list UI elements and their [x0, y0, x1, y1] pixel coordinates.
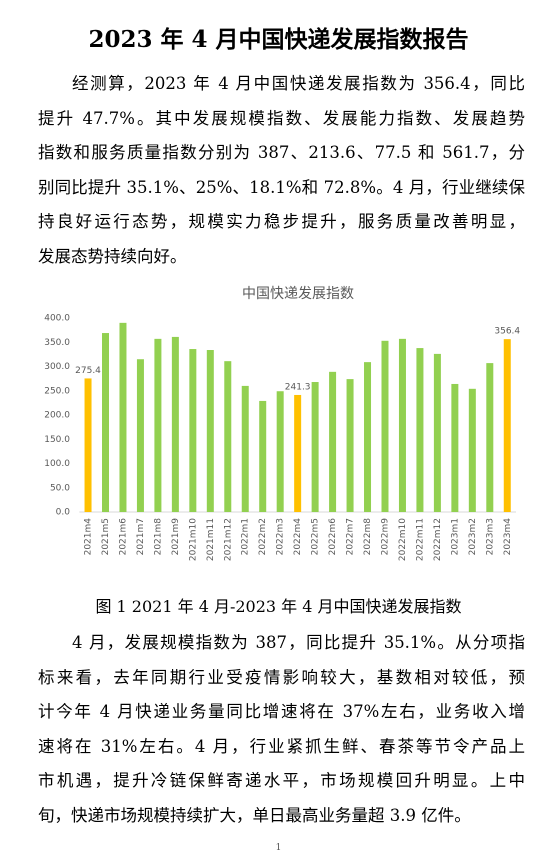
bar [433, 353, 441, 512]
bar [503, 339, 511, 512]
bar [329, 371, 337, 512]
bar [381, 340, 389, 512]
text-line: 提升 47.7%。其中发展规模指数、发展能力指数、发展趋势 [38, 108, 525, 128]
text-line: 计今年 4 月快递业务量同比增速将在 37%左右，业务收入增 [38, 702, 526, 722]
x-tick-label: 2022m1 [241, 518, 251, 555]
x-tick-label: 2022m8 [363, 518, 373, 556]
text-line: 别同比提升 35.1%、25%、18.1%和 72.8%。4 月，行业继续保 [38, 177, 525, 197]
y-tick-label: 100.0 [44, 459, 70, 469]
x-tick-label: 2022m2 [258, 518, 268, 555]
bar [189, 349, 197, 512]
text-line: 4 月，发展规模指数为 387，同比提升 35.1%。从分项指 [72, 633, 525, 652]
text-line: 旬，快递市场规模持续扩大，单日最高业务量超 3.9 亿件。 [38, 806, 471, 825]
x-tick-label: 2021m7 [136, 518, 146, 555]
y-tick-label: 0.0 [56, 508, 71, 518]
bar [241, 385, 249, 512]
y-tick-label: 400.0 [44, 314, 70, 324]
x-tick-label: 2023m1 [450, 518, 460, 555]
bar [171, 336, 179, 512]
x-tick-label: 2022m9 [380, 518, 390, 556]
data-label: 275.4 [75, 366, 101, 376]
text-line: 发展态势持续向好。 [38, 247, 187, 266]
bar [294, 394, 302, 512]
x-tick-label: 2022m10 [398, 518, 408, 561]
x-tick-label: 2021m11 [206, 518, 216, 561]
bar [136, 359, 144, 512]
x-tick-label: 2022m6 [328, 518, 338, 556]
x-tick-label: 2023m2 [468, 518, 478, 555]
x-tick-label: 2022m7 [346, 518, 356, 555]
bar [84, 378, 92, 512]
caption: 图 1 2021 年 4 月-2023 年 4 月中国快递发展指数 [95, 597, 462, 616]
text-line: 标来看，去年同期行业受疫情影响较大，基数相对较低，预 [38, 667, 525, 687]
bar [224, 361, 232, 512]
page-number: 1 [275, 843, 282, 853]
bar [154, 338, 162, 512]
bar [468, 388, 476, 512]
bar [311, 382, 319, 512]
x-tick-label: 2022m3 [276, 518, 286, 555]
y-tick-label: 350.0 [44, 338, 70, 348]
bar [276, 391, 284, 512]
y-tick-label: 150.0 [44, 435, 70, 445]
chart: 中国快递发展指数 0.0 50.0 100.0 150.0 200.0 250.0 300.… [44, 286, 520, 561]
doc-title: 2023 年 4 月中国快递发展指数报告 [88, 26, 469, 53]
bar [416, 348, 424, 512]
bar [451, 383, 459, 512]
y-tick-label: 300.0 [44, 362, 70, 372]
x-tick-label: 2021m12 [223, 518, 233, 561]
x-tick-label: 2022m12 [433, 518, 443, 561]
text-line: 市机遇，提升冷链保鲜寄递水平，市场规模回升明显。上中 [38, 771, 525, 791]
bar [102, 333, 110, 512]
data-label: 356.4 [494, 327, 520, 337]
x-tick-label: 2021m5 [101, 518, 111, 555]
x-tick-label: 2022m4 [293, 518, 303, 556]
x-tick-label: 2021m4 [84, 518, 94, 556]
x-tick-label: 2022m11 [415, 518, 425, 561]
x-tick-label: 2021m8 [153, 518, 163, 556]
x-tick-label: 2022m5 [311, 518, 321, 555]
y-tick-label: 250.0 [44, 386, 70, 396]
bar [486, 363, 494, 512]
y-tick-label: 200.0 [44, 411, 70, 421]
y-tick-label: 50.0 [50, 483, 70, 493]
x-tick-label: 2023m3 [485, 518, 495, 555]
x-tick-label: 2023m4 [503, 518, 513, 556]
text-line: 速将在 31%左右。4 月，行业紧抓生鲜、春茶等节令产品上 [38, 736, 525, 756]
text-line: 指数和服务质量指数分别为 387、213.6、77.5 和 561.7，分 [38, 143, 525, 163]
bar [398, 338, 406, 512]
x-tick-label: 2021m9 [171, 518, 181, 556]
chart-title: 中国快递发展指数 [242, 286, 354, 302]
bar [206, 350, 214, 512]
bar [119, 322, 127, 512]
x-tick-label: 2021m10 [188, 518, 198, 561]
bar [364, 362, 372, 512]
bar [259, 400, 267, 512]
text-line: 持良好运行态势，规模实力稳步提升，服务质量改善明显， [38, 212, 525, 232]
bar [346, 379, 354, 512]
text-line: 经测算，2023 年 4 月中国快递发展指数为 356.4，同比 [72, 74, 525, 93]
data-label: 241.3 [285, 382, 311, 392]
x-tick-label: 2021m6 [118, 518, 128, 556]
